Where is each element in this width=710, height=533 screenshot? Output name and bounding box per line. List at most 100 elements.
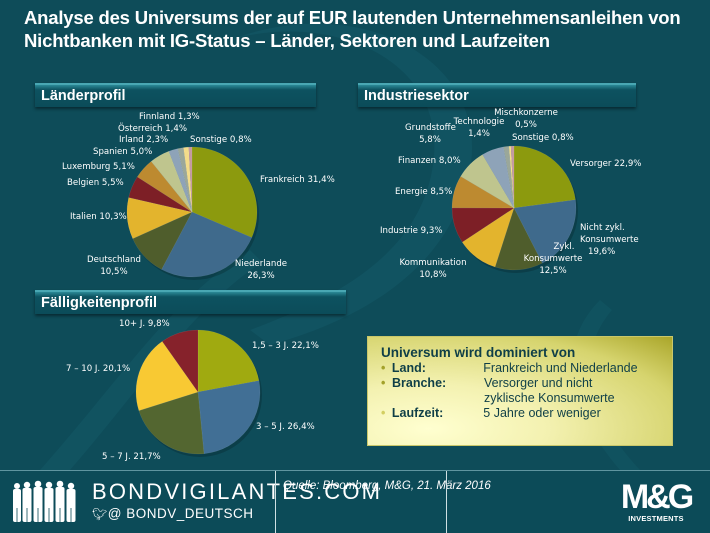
- summary-box: Universum wird dominiert von • Land: Fra…: [367, 336, 673, 446]
- summary-key: Land:: [391, 361, 426, 375]
- summary-key: Laufzeit:: [391, 406, 444, 420]
- pie-slice-countries-frankreich: [191, 146, 258, 238]
- mg-investments-logo: M&G INVESTMENTS: [615, 478, 697, 527]
- bullet-icon: •: [381, 376, 386, 390]
- bullet-icon: •: [381, 361, 386, 375]
- label-niederlande-value: 26,3%: [247, 271, 275, 281]
- label-technologie-name: Technologie: [453, 117, 505, 127]
- label-mischkonzerne-value: 0,5%: [515, 120, 537, 130]
- label-deutschland-name: Deutschland: [87, 255, 141, 265]
- pie-slice-maturities-7-10-j-: [135, 341, 199, 411]
- label-deutschland-value: 10,5%: [100, 267, 128, 277]
- mg-logo-text: M&G: [620, 478, 694, 516]
- label-energie: Energie 8,5%: [395, 187, 453, 197]
- pie-slice-sectors-nicht-zykl-konsumwerte: [513, 199, 577, 264]
- section-header-sectors: Industriesektor: [358, 83, 636, 107]
- pie-slice-sectors-versorger: [513, 145, 576, 209]
- pie-slice-sectors-energie: [451, 176, 515, 209]
- label-finnland: Finnland 1,3%: [139, 112, 200, 122]
- pie-slice-countries-deutschland: [132, 211, 193, 270]
- summary-value: 5 Jahre oder weniger: [483, 406, 601, 420]
- label-sonstige-sectors: Sonstige 0,8%: [512, 133, 574, 143]
- brand-name[interactable]: BONDVIGILANTES.COM: [92, 479, 383, 504]
- bullet-icon: •: [381, 406, 386, 420]
- label-nicht-zykl: Nicht zykl. Konsumwerte 19,6%: [580, 222, 639, 258]
- label-10plus: 10+ J. 9,8%: [119, 319, 170, 329]
- pie-slice-sectors-grundstoffe: [482, 146, 515, 209]
- pie-slice-countries-niederlande: [161, 211, 253, 278]
- label-kommunikation-name: Kommunikation: [399, 258, 467, 268]
- page-title: Analyse des Universums der auf EUR laute…: [24, 7, 681, 51]
- twitter-handle[interactable]: 🐦︎@ BONDV_DEUTSCH: [92, 506, 253, 522]
- mg-logo-subtext: INVESTMENTS: [628, 514, 684, 523]
- section-header-countries: Länderprofil: [35, 83, 316, 107]
- label-grundstoffe-value: 5,8%: [419, 135, 441, 145]
- label-zykl: Zykl. Konsumwerte 12,5%: [520, 241, 586, 277]
- label-spanien: Spanien 5,0%: [93, 147, 153, 157]
- twitter-bird-icon: 🐦︎: [92, 507, 108, 521]
- pie-slice-maturities-3-5-j-: [197, 380, 261, 454]
- label-oesterreich: Österreich 1,4%: [118, 124, 188, 134]
- label-grundstoffe-name: Grundstoffe: [405, 123, 456, 133]
- label-niederlande-name: Niederlande: [234, 259, 288, 269]
- label-technologie-value: 1,4%: [468, 129, 490, 139]
- label-versorger: Versorger 22,9%: [570, 159, 642, 169]
- pie-slice-countries-italien: [126, 197, 193, 240]
- label-industrie: Industrie 9,3%: [380, 226, 443, 236]
- label-grundstoffe: Grundstoffe 5,8%: [405, 122, 456, 146]
- summary-heading: Universum wird dominiert von: [381, 345, 576, 360]
- pie-slice-sectors-mischkonzerne: [508, 145, 515, 209]
- label-irland: Irland 2,3%: [119, 135, 169, 145]
- label-zykl-line2: Konsumwerte: [523, 254, 583, 264]
- pie-slice-countries-finnland: [183, 146, 193, 213]
- section-header-maturities: Fälligkeitenprofil: [35, 290, 346, 314]
- pie-slice-sectors-technologie: [503, 145, 515, 209]
- pie-slice-sectors-finanzen: [460, 154, 515, 209]
- pie-slice-countries-irland: [168, 148, 193, 213]
- pie-slice-maturities-5-7-j-: [138, 391, 205, 455]
- label-nicht-zykl-line2: Konsumwerte: [580, 235, 639, 245]
- pie-slice-sectors-sonstige: [510, 145, 515, 209]
- summary-key: Branche:: [392, 376, 447, 390]
- people-silhouette-icon: [13, 480, 76, 522]
- label-1-5-3: 1,5 – 3 J. 22,1%: [252, 341, 319, 351]
- label-deutschland: Deutschland 10,5%: [84, 254, 144, 278]
- footer-divider: [446, 471, 447, 533]
- source-note: Quelle: Bloomberg, M&G, 21. März 2016: [283, 480, 491, 492]
- label-luxemburg: Luxemburg 5,1%: [62, 162, 135, 172]
- summary-row-branche: • Branche: Versorger und nicht zyklische…: [381, 376, 672, 406]
- label-mischkonzerne: Mischkonzerne 0,5%: [490, 107, 562, 131]
- footer-divider: [275, 471, 276, 533]
- summary-value: Frankreich und Niederlande: [483, 361, 638, 375]
- label-kommunikation: Kommunikation 10,8%: [398, 257, 468, 281]
- label-nicht-zykl-line1: Nicht zykl.: [580, 223, 625, 233]
- label-nicht-zykl-value: 19,6%: [588, 247, 616, 257]
- pie-slice-maturities-10+-j-: [161, 329, 199, 393]
- pie-slice-countries-spanien: [150, 150, 193, 213]
- footer: BONDVIGILANTES.COM 🐦︎@ BONDV_DEUTSCH Que…: [0, 470, 710, 533]
- summary-value: Versorger und nicht zyklische Konsumwert…: [484, 376, 615, 405]
- twitter-handle-text: @ BONDV_DEUTSCH: [107, 506, 254, 521]
- pie-charts: [126, 145, 578, 457]
- pie-slice-sectors-zykl-konsumwerte: [494, 207, 543, 271]
- label-mischkonzerne-name: Mischkonzerne: [494, 108, 558, 118]
- label-italien: Italien 10,3%: [70, 212, 127, 222]
- label-3-5: 3 – 5 J. 26,4%: [256, 422, 315, 432]
- label-zykl-value: 12,5%: [539, 266, 567, 276]
- pie-slice-countries-österreich: [177, 147, 193, 213]
- label-frankreich: Frankreich 31,4%: [260, 175, 335, 185]
- label-finanzen: Finanzen 8,0%: [398, 156, 461, 166]
- pie-slice-sectors-industrie: [451, 207, 515, 243]
- label-kommunikation-value: 10,8%: [419, 270, 447, 280]
- label-technologie: Technologie 1,4%: [449, 116, 509, 140]
- pie-slice-countries-sonstige: [188, 146, 193, 213]
- label-niederlande: Niederlande 26,3%: [228, 258, 294, 282]
- pie-slice-countries-luxemburg: [136, 161, 193, 213]
- label-sonstige-countries: Sonstige 0,8%: [190, 135, 252, 145]
- summary-row-laufzeit: • Laufzeit: 5 Jahre oder weniger: [381, 406, 672, 421]
- label-belgien: Belgien 5,5%: [67, 178, 124, 188]
- label-7-10: 7 – 10 J. 20,1%: [66, 364, 131, 374]
- pie-slice-countries-belgien: [128, 176, 193, 213]
- summary-row-land: • Land: Frankreich und Niederlande: [381, 361, 672, 376]
- pie-slice-maturities-1-5-3-j-: [197, 329, 260, 393]
